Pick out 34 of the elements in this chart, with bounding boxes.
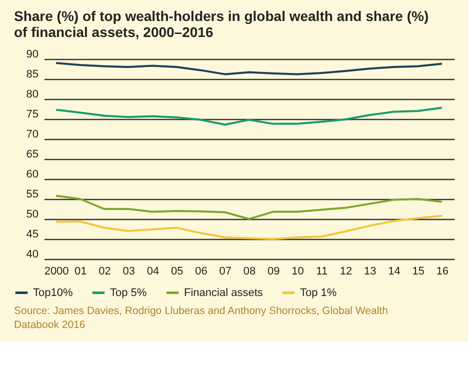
y-tick-label: 55 xyxy=(26,188,38,200)
x-tick-label: 05 xyxy=(171,266,184,278)
x-tick-label: 11 xyxy=(316,266,328,278)
x-tick-label: 02 xyxy=(98,266,111,278)
x-tick-label: 03 xyxy=(122,266,136,278)
chart-title: Share (%) of top wealth-holders in global wealth and share (%) of financial assets, 2000–2016 xyxy=(14,8,429,40)
x-tick-label: 08 xyxy=(243,266,256,278)
legend-label: Top 5% xyxy=(110,286,147,299)
legend-label: Financial assets xyxy=(184,286,264,299)
y-tick-label: 45 xyxy=(26,228,38,240)
y-tick-label: 40 xyxy=(26,248,38,260)
legend-label: Top10% xyxy=(33,286,73,299)
y-tick-label: 70 xyxy=(26,128,38,140)
y-tick-label: 80 xyxy=(26,88,38,100)
source-note: Source: James Davies, Rodrigo Lluberas and Anthony Shorrocks, Global Wealth Databook 2016 xyxy=(14,305,388,331)
x-tick-label: 12 xyxy=(340,266,352,278)
y-tick-label: 75 xyxy=(26,108,38,120)
x-tick-label: 01 xyxy=(74,266,87,278)
x-tick-label: 14 xyxy=(388,266,400,278)
legend-label: Top 1% xyxy=(300,286,337,299)
x-tick-label: 16 xyxy=(436,266,449,278)
y-tick-label: 60 xyxy=(26,168,38,180)
y-tick-label: 50 xyxy=(26,208,38,220)
x-tick-label: 06 xyxy=(195,266,208,278)
y-tick-label: 90 xyxy=(26,48,38,60)
x-tick-label: 07 xyxy=(219,266,232,278)
x-tick-label: 2000 xyxy=(44,266,69,278)
y-tick-label: 85 xyxy=(26,68,38,80)
x-tick-label: 13 xyxy=(364,266,376,278)
y-tick-label: 65 xyxy=(26,148,38,160)
x-tick-label: 10 xyxy=(292,266,304,278)
x-tick-label: 15 xyxy=(412,266,424,278)
x-tick-label: 09 xyxy=(267,266,280,278)
x-tick-label: 04 xyxy=(146,266,160,278)
